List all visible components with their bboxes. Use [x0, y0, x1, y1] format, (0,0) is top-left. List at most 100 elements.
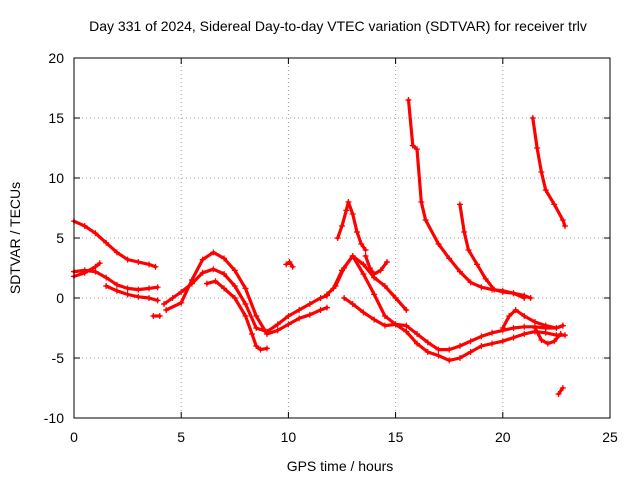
data-point: [146, 261, 153, 268]
data-point: [113, 249, 120, 256]
series-arc-5: [150, 313, 163, 319]
data-point: [92, 230, 99, 237]
data-point: [221, 271, 228, 277]
data-point: [482, 275, 489, 282]
data-point: [403, 307, 410, 313]
data-point: [456, 201, 463, 208]
data-point: [135, 293, 142, 300]
data-point: [124, 285, 131, 292]
data-point: [414, 331, 421, 337]
series-line: [406, 98, 526, 300]
data-point: [366, 265, 373, 271]
data-point: [263, 331, 270, 337]
data-point: [253, 343, 260, 349]
data-point: [154, 284, 161, 291]
series-arc-19: [531, 325, 564, 347]
data-point: [210, 266, 217, 273]
data-point: [296, 307, 303, 313]
data-point: [521, 323, 528, 330]
data-point: [339, 223, 345, 229]
data-point: [384, 259, 391, 265]
data-point: [489, 329, 496, 336]
data-point: [349, 253, 356, 259]
data-point: [317, 295, 324, 301]
data-point: [521, 313, 528, 319]
series-line: [342, 296, 567, 362]
data-point: [156, 313, 163, 319]
data-point: [146, 285, 153, 292]
data-point: [81, 223, 88, 229]
data-point: [274, 327, 281, 334]
data-point: [510, 334, 517, 341]
data-point: [467, 338, 474, 345]
data-point: [499, 325, 506, 331]
data-point: [231, 283, 238, 289]
data-point: [559, 385, 566, 391]
data-point: [103, 274, 110, 281]
series-line: [556, 386, 565, 396]
x-tick-label: 10: [281, 429, 297, 445]
data-point: [285, 321, 292, 328]
data-point: [403, 322, 410, 329]
data-point: [103, 283, 110, 289]
data-point: [435, 241, 442, 247]
x-axis-label: GPS time / hours: [287, 458, 394, 474]
data-point: [96, 260, 103, 267]
series-arc-10: [334, 199, 369, 253]
x-tick-label: 0: [70, 429, 78, 445]
data-point: [403, 328, 410, 335]
data-point: [381, 313, 388, 319]
series-arc-18: [529, 115, 568, 229]
data-point: [521, 331, 528, 337]
data-point: [113, 287, 120, 294]
data-point: [343, 207, 350, 214]
data-point: [418, 199, 425, 205]
data-point: [529, 115, 536, 121]
data-point: [242, 301, 249, 307]
data-point: [557, 331, 564, 337]
data-point: [306, 311, 313, 318]
x-tick-label: 15: [388, 429, 404, 445]
data-point: [124, 291, 131, 298]
data-point: [257, 346, 264, 353]
data-point: [467, 279, 474, 286]
y-tick-label: 10: [48, 170, 64, 186]
chart-title: Day 331 of 2024, Sidereal Day-to-day VTE…: [89, 18, 587, 34]
data-point: [360, 309, 367, 316]
series-arc-12: [332, 253, 566, 353]
data-point: [478, 333, 485, 340]
data-point: [559, 217, 566, 223]
data-point: [289, 263, 296, 270]
data-point: [371, 291, 378, 298]
data-point: [317, 307, 324, 313]
series-arc-14: [362, 253, 391, 277]
data-point: [199, 256, 206, 263]
data-point: [81, 269, 88, 276]
y-tick-label: -5: [52, 350, 65, 366]
data-point: [405, 97, 412, 103]
data-point: [542, 329, 549, 336]
data-point: [414, 146, 421, 153]
data-point: [551, 201, 558, 208]
data-point: [285, 313, 292, 319]
data-point: [154, 297, 161, 304]
series-line: [72, 261, 102, 278]
data-point: [506, 313, 513, 319]
data-point: [212, 278, 219, 285]
y-tick-label: -10: [44, 410, 64, 426]
data-point: [377, 267, 384, 274]
data-point: [478, 343, 485, 349]
data-point: [221, 285, 228, 292]
data-point: [221, 255, 228, 262]
data-point: [371, 316, 378, 323]
data-point: [414, 340, 421, 347]
axes: 0 5 10 15 20 25 -10 -5 0 5 10 15 20: [44, 50, 618, 445]
data-point: [349, 301, 356, 307]
data-point: [534, 145, 541, 151]
data-point: [559, 322, 566, 329]
data-point: [456, 355, 463, 361]
data-point: [203, 280, 210, 287]
y-tick-label: 15: [48, 110, 64, 126]
data-point: [103, 239, 110, 246]
series-arc-7: [163, 249, 330, 337]
